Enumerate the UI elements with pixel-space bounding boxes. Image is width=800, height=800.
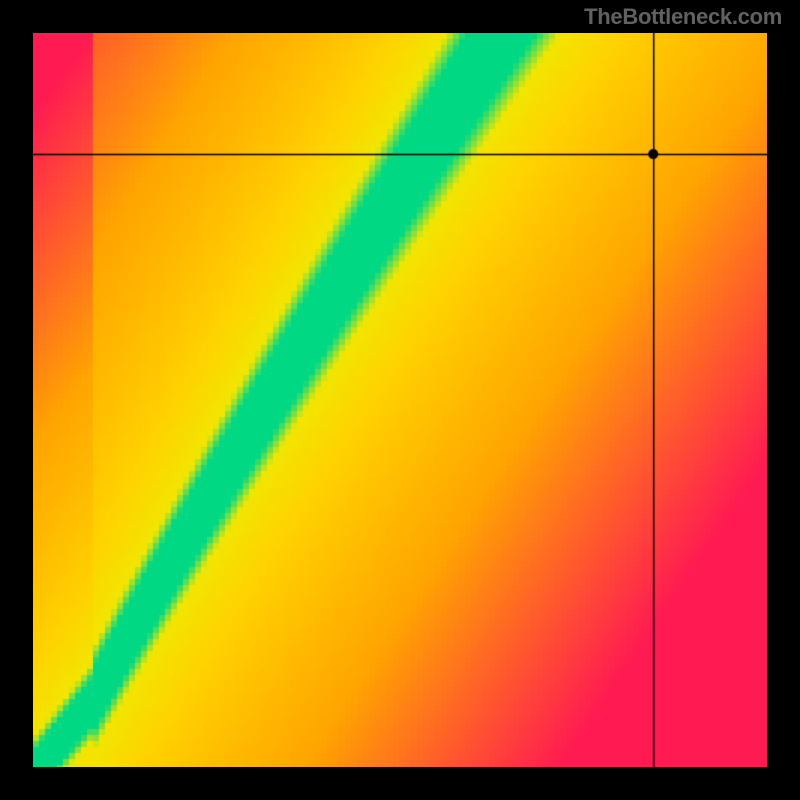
watermark-text: TheBottleneck.com [584,4,782,30]
heatmap-canvas [33,33,767,767]
bottleneck-heatmap [33,33,767,767]
